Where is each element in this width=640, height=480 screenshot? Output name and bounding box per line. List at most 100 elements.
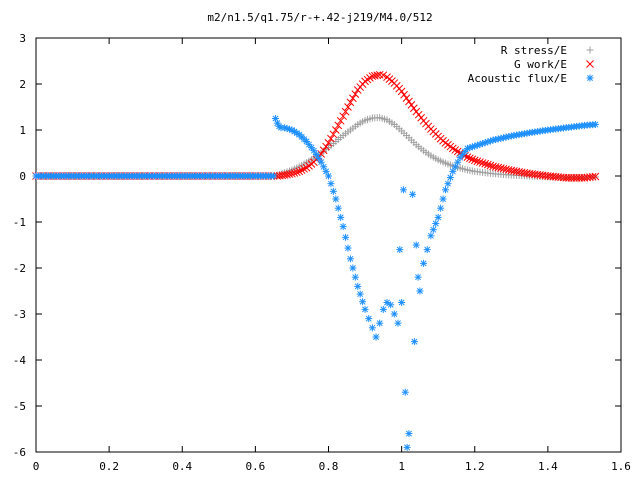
x-tick-labels: 0 0.2 0.4 0.6 0.8 1 1.2 1.4 1.6 xyxy=(33,460,631,473)
data-point xyxy=(591,172,600,181)
data-point xyxy=(351,90,360,98)
legend-marker xyxy=(586,60,594,68)
data-point xyxy=(280,171,289,179)
y-tick-label: -2 xyxy=(13,262,26,275)
data-point xyxy=(327,180,335,188)
data-point xyxy=(407,100,416,109)
data-point xyxy=(397,87,406,96)
data-point xyxy=(365,315,373,323)
data-point xyxy=(476,158,484,166)
data-point xyxy=(320,163,328,171)
y-tick-label: -5 xyxy=(13,400,26,413)
data-point xyxy=(588,172,597,181)
data-point xyxy=(283,124,291,132)
data-point xyxy=(591,120,599,128)
data-point xyxy=(351,273,359,281)
data-point xyxy=(339,223,347,231)
data-point xyxy=(344,103,352,111)
data-point xyxy=(387,301,395,309)
data-point xyxy=(349,264,357,272)
data-point xyxy=(423,246,431,254)
data-point xyxy=(444,180,452,188)
data-point xyxy=(420,259,428,267)
data-point xyxy=(341,107,350,116)
series-layer xyxy=(32,70,600,451)
data-point xyxy=(300,165,308,173)
data-point xyxy=(437,204,445,212)
data-point xyxy=(409,190,417,198)
data-point xyxy=(394,319,402,327)
data-point xyxy=(405,97,413,106)
x-tick-label: 1.6 xyxy=(611,460,631,473)
data-point xyxy=(403,443,411,451)
data-point xyxy=(310,147,318,155)
series-cross xyxy=(32,70,600,182)
data-point xyxy=(319,146,328,155)
data-point xyxy=(373,71,382,80)
y-tick-labels: 3 2 1 0 -1 -2 -3 -4 -5 -6 xyxy=(13,32,27,459)
data-point xyxy=(383,299,391,306)
data-point xyxy=(446,174,454,182)
data-point xyxy=(368,72,377,81)
data-point xyxy=(346,98,355,107)
x-tick-label: 0.6 xyxy=(245,460,265,473)
legend-marker xyxy=(586,46,594,54)
series-star xyxy=(32,115,599,451)
data-point xyxy=(349,94,357,103)
data-point xyxy=(481,159,490,168)
data-point xyxy=(409,104,418,113)
data-point xyxy=(405,430,413,438)
x-tick-label: 0 xyxy=(33,460,40,473)
data-point xyxy=(416,287,424,295)
data-point xyxy=(432,220,440,228)
data-point xyxy=(337,213,345,221)
chart-title: m2/n1.5/q1.75/r-+.42-j219/M4.0/512 xyxy=(207,11,432,24)
data-point xyxy=(295,167,304,176)
data-point xyxy=(466,154,474,163)
plot-frame xyxy=(35,37,622,453)
data-point xyxy=(390,310,398,318)
data-point xyxy=(399,186,407,194)
data-point xyxy=(331,126,340,134)
data-point xyxy=(346,255,354,263)
y-tick-label: 1 xyxy=(19,124,26,137)
data-point xyxy=(359,298,367,306)
data-point xyxy=(429,226,437,234)
data-point xyxy=(342,233,350,241)
x-tick-label: 0.2 xyxy=(99,460,119,473)
y-tick-label: 2 xyxy=(19,78,26,91)
data-point xyxy=(332,195,340,203)
data-point xyxy=(290,169,299,177)
data-point xyxy=(327,134,335,143)
data-point xyxy=(478,159,487,167)
x-tick-label: 1 xyxy=(398,460,405,473)
y-tick-label: 0 xyxy=(19,170,26,183)
data-point xyxy=(285,170,294,179)
data-point xyxy=(329,187,337,195)
data-point xyxy=(483,160,492,169)
data-point xyxy=(451,163,459,171)
data-point xyxy=(376,319,384,327)
data-point xyxy=(470,156,479,165)
y-tick-label: -3 xyxy=(13,308,26,321)
data-point xyxy=(356,290,364,298)
data-point xyxy=(363,75,372,84)
legend-label: R stress/E xyxy=(501,44,567,57)
data-point xyxy=(396,246,404,254)
x-tick-label: 1.4 xyxy=(538,460,558,473)
x-tick-label: 0.8 xyxy=(319,460,339,473)
data-point xyxy=(434,213,442,221)
data-point xyxy=(379,71,388,80)
data-point xyxy=(329,130,338,139)
data-point xyxy=(379,305,387,313)
data-point xyxy=(322,142,330,151)
data-point xyxy=(400,90,408,99)
data-point xyxy=(292,168,301,177)
data-point xyxy=(442,186,449,194)
data-point xyxy=(270,172,278,180)
data-point xyxy=(361,305,369,313)
data-point xyxy=(336,116,345,125)
y-tick-label: -6 xyxy=(13,446,26,459)
